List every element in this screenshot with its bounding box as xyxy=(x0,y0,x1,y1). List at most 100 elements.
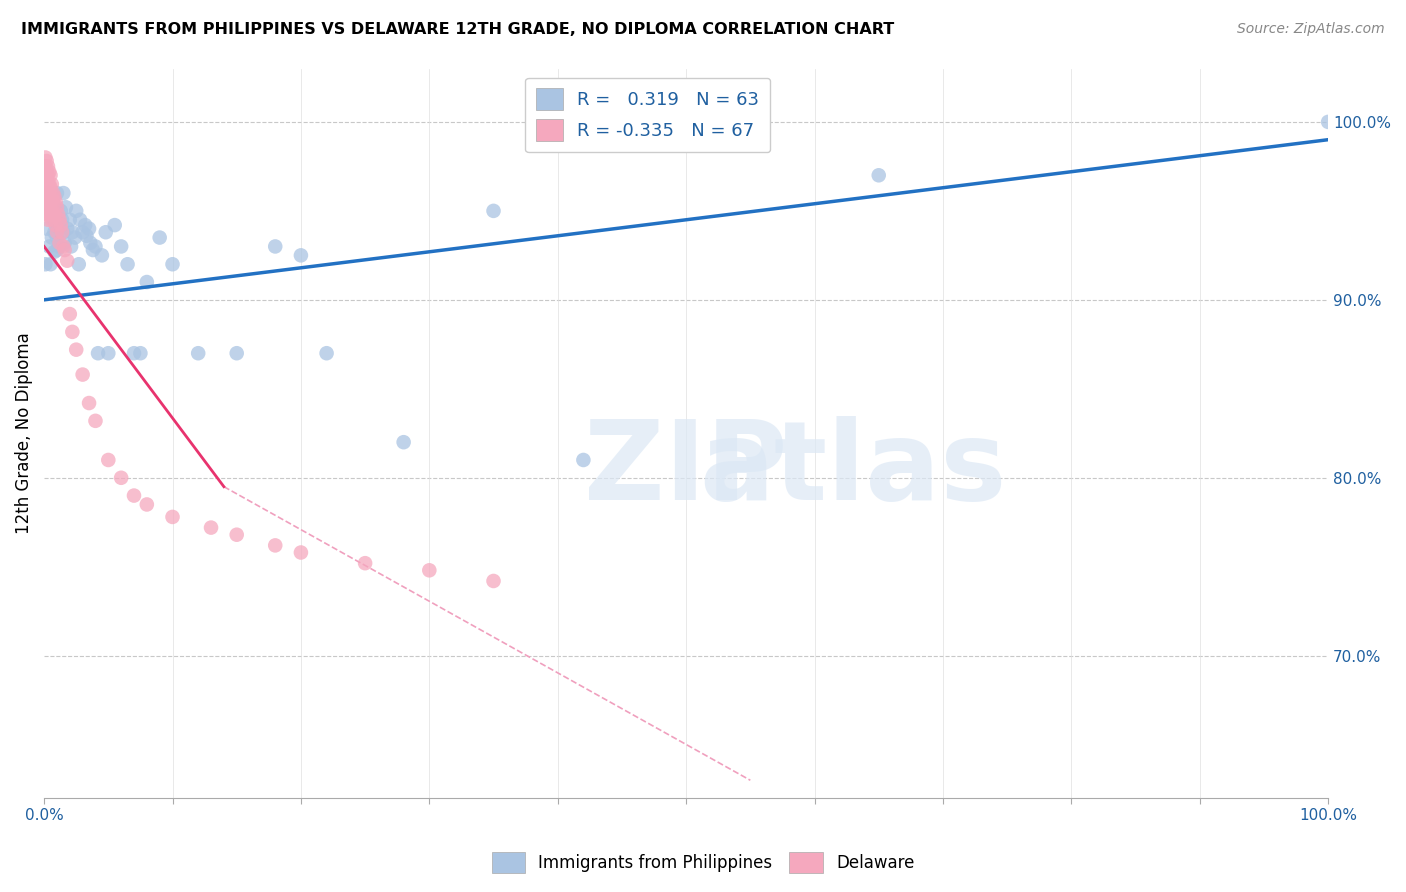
Point xyxy=(48,239,70,253)
Point xyxy=(46,200,69,214)
Text: ZIP: ZIP xyxy=(585,417,787,524)
Point xyxy=(90,248,112,262)
Point xyxy=(44,189,66,203)
Legend: R =   0.319   N = 63, R = -0.335   N = 67: R = 0.319 N = 63, R = -0.335 N = 67 xyxy=(524,78,770,153)
Point xyxy=(45,218,67,232)
Point xyxy=(37,186,59,200)
Point xyxy=(41,189,63,203)
Point xyxy=(56,253,79,268)
Point xyxy=(122,346,145,360)
Point xyxy=(34,186,56,200)
Point xyxy=(59,212,82,227)
Point xyxy=(35,221,58,235)
Point xyxy=(44,207,66,221)
Point xyxy=(37,177,59,191)
Point xyxy=(38,194,60,209)
Point xyxy=(34,151,56,165)
Point xyxy=(1317,115,1340,129)
Point xyxy=(38,177,60,191)
Point xyxy=(84,414,107,428)
Point xyxy=(868,169,890,183)
Point xyxy=(52,225,75,239)
Point xyxy=(110,239,132,253)
Point xyxy=(225,527,247,541)
Point xyxy=(34,177,56,191)
Point xyxy=(77,396,100,410)
Point xyxy=(45,203,67,218)
Point xyxy=(46,186,69,200)
Point xyxy=(41,177,63,191)
Point xyxy=(48,212,70,227)
Point xyxy=(46,230,69,244)
Point xyxy=(51,225,73,239)
Point xyxy=(34,194,56,209)
Point xyxy=(38,200,60,214)
Point xyxy=(60,225,83,239)
Point xyxy=(35,154,58,169)
Point xyxy=(45,194,67,209)
Point xyxy=(77,221,100,235)
Point xyxy=(79,235,101,250)
Point xyxy=(37,212,59,227)
Point xyxy=(60,325,83,339)
Point xyxy=(42,186,65,200)
Point xyxy=(37,160,59,174)
Point xyxy=(572,453,595,467)
Point xyxy=(42,194,65,209)
Point xyxy=(52,186,75,200)
Point xyxy=(34,257,56,271)
Point xyxy=(48,218,70,232)
Point xyxy=(84,239,107,253)
Point xyxy=(65,203,87,218)
Point xyxy=(65,343,87,357)
Point xyxy=(135,275,157,289)
Point xyxy=(35,180,58,194)
Point xyxy=(39,180,62,194)
Point xyxy=(55,200,77,214)
Point xyxy=(44,244,66,259)
Point xyxy=(35,171,58,186)
Point xyxy=(42,207,65,221)
Point xyxy=(75,218,97,232)
Point xyxy=(46,212,69,227)
Point xyxy=(135,498,157,512)
Point xyxy=(200,520,222,534)
Point xyxy=(51,212,73,227)
Point xyxy=(34,189,56,203)
Point xyxy=(117,257,139,271)
Point xyxy=(42,212,65,227)
Point xyxy=(60,239,83,253)
Point xyxy=(76,228,98,243)
Point xyxy=(34,171,56,186)
Point xyxy=(67,257,90,271)
Point xyxy=(104,218,127,232)
Point xyxy=(38,189,60,203)
Point xyxy=(315,346,337,360)
Point xyxy=(72,368,94,382)
Point xyxy=(41,212,63,227)
Point xyxy=(87,346,110,360)
Point xyxy=(38,239,60,253)
Point xyxy=(37,186,59,200)
Point xyxy=(162,257,184,271)
Point xyxy=(39,203,62,218)
Point xyxy=(34,169,56,183)
Point xyxy=(42,194,65,209)
Point xyxy=(35,189,58,203)
Point xyxy=(69,212,91,227)
Point xyxy=(418,563,440,577)
Text: IMMIGRANTS FROM PHILIPPINES VS DELAWARE 12TH GRADE, NO DIPLOMA CORRELATION CHART: IMMIGRANTS FROM PHILIPPINES VS DELAWARE … xyxy=(21,22,894,37)
Point xyxy=(290,248,312,262)
Point xyxy=(94,225,117,239)
Point xyxy=(97,346,120,360)
Point xyxy=(46,207,69,221)
Point xyxy=(44,225,66,239)
Point xyxy=(35,165,58,179)
Point xyxy=(82,243,104,257)
Point xyxy=(35,207,58,221)
Point xyxy=(129,346,152,360)
Point xyxy=(72,225,94,239)
Point xyxy=(59,307,82,321)
Point xyxy=(41,230,63,244)
Point xyxy=(46,243,69,257)
